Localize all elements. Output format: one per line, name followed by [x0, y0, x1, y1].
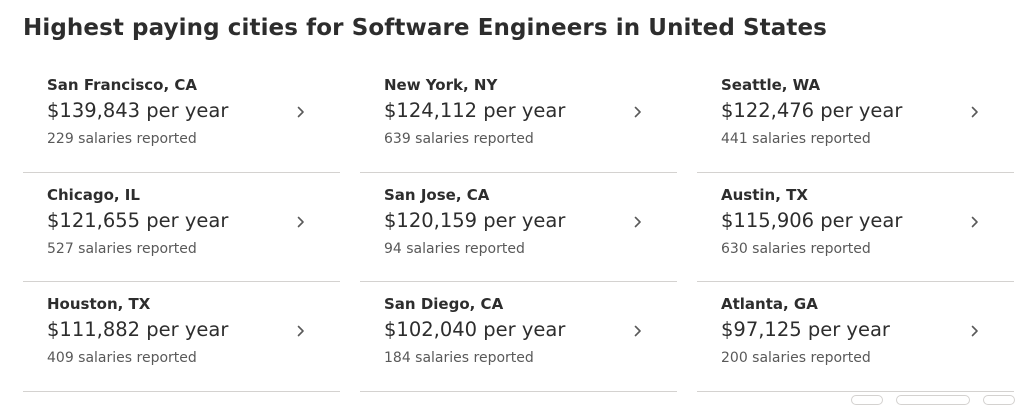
city-card-chicago[interactable]: Chicago, IL $121,655 per year 527 salari…: [23, 173, 340, 282]
salaries-reported-count: 441 salaries reported: [721, 131, 871, 147]
salary-value: $111,882 per year: [47, 318, 229, 341]
city-name[interactable]: San Francisco, CA: [47, 76, 198, 94]
city-name[interactable]: Atlanta, GA: [721, 295, 818, 313]
salary-value: $121,655 per year: [47, 208, 229, 232]
chevron-right-icon[interactable]: [295, 105, 307, 119]
salaries-reported-count: 527 salaries reported: [47, 240, 197, 257]
city-card-san-jose[interactable]: San Jose, CA $120,159 per year 94 salari…: [360, 173, 677, 282]
salaries-reported-count: 184 salaries reported: [384, 350, 534, 366]
city-card-houston[interactable]: Houston, TX $111,882 per year 409 salari…: [23, 282, 340, 392]
city-name[interactable]: Chicago, IL: [47, 185, 140, 204]
salaries-reported-count: 200 salaries reported: [721, 350, 871, 366]
city-name[interactable]: Seattle, WA: [721, 76, 821, 94]
city-card-san-diego[interactable]: San Diego, CA $102,040 per year 184 sala…: [360, 282, 677, 392]
chevron-right-icon[interactable]: [969, 215, 981, 229]
chevron-right-icon[interactable]: [632, 324, 644, 338]
chevron-right-icon[interactable]: [295, 215, 307, 229]
pager-button-prev[interactable]: [851, 395, 883, 405]
page-title: Highest paying cities for Software Engin…: [23, 15, 827, 41]
salaries-reported-count: 409 salaries reported: [47, 350, 197, 366]
pager-button-next[interactable]: [983, 395, 1015, 405]
pager-button-page[interactable]: [896, 395, 970, 405]
chevron-right-icon[interactable]: [969, 105, 981, 119]
chevron-right-icon[interactable]: [632, 105, 644, 119]
salary-value: $102,040 per year: [384, 318, 566, 341]
chevron-right-icon[interactable]: [969, 324, 981, 338]
city-name[interactable]: New York, NY: [384, 76, 498, 94]
city-card-atlanta[interactable]: Atlanta, GA $97,125 per year 200 salarie…: [697, 282, 1014, 392]
city-name[interactable]: Austin, TX: [721, 185, 808, 204]
city-card-seattle[interactable]: Seattle, WA $122,476 per year 441 salari…: [697, 63, 1014, 173]
salary-value: $139,843 per year: [47, 99, 229, 122]
salaries-reported-count: 639 salaries reported: [384, 131, 534, 147]
salaries-reported-count: 229 salaries reported: [47, 131, 197, 147]
city-name[interactable]: San Diego, CA: [384, 295, 504, 313]
city-card-san-francisco[interactable]: San Francisco, CA $139,843 per year 229 …: [23, 63, 340, 173]
chevron-right-icon[interactable]: [295, 324, 307, 338]
salaries-reported-count: 630 salaries reported: [721, 240, 871, 257]
city-name[interactable]: San Jose, CA: [384, 185, 490, 204]
city-name[interactable]: Houston, TX: [47, 295, 151, 313]
salary-value: $97,125 per year: [721, 318, 890, 341]
city-salary-grid: San Francisco, CA $139,843 per year 229 …: [23, 63, 1014, 392]
city-card-austin[interactable]: Austin, TX $115,906 per year 630 salarie…: [697, 173, 1014, 282]
salary-value: $115,906 per year: [721, 208, 903, 232]
chevron-right-icon[interactable]: [632, 215, 644, 229]
salaries-reported-count: 94 salaries reported: [384, 240, 525, 257]
city-card-new-york[interactable]: New York, NY $124,112 per year 639 salar…: [360, 63, 677, 173]
salary-value: $122,476 per year: [721, 99, 903, 122]
salary-value: $124,112 per year: [384, 99, 566, 122]
salary-value: $120,159 per year: [384, 208, 566, 232]
